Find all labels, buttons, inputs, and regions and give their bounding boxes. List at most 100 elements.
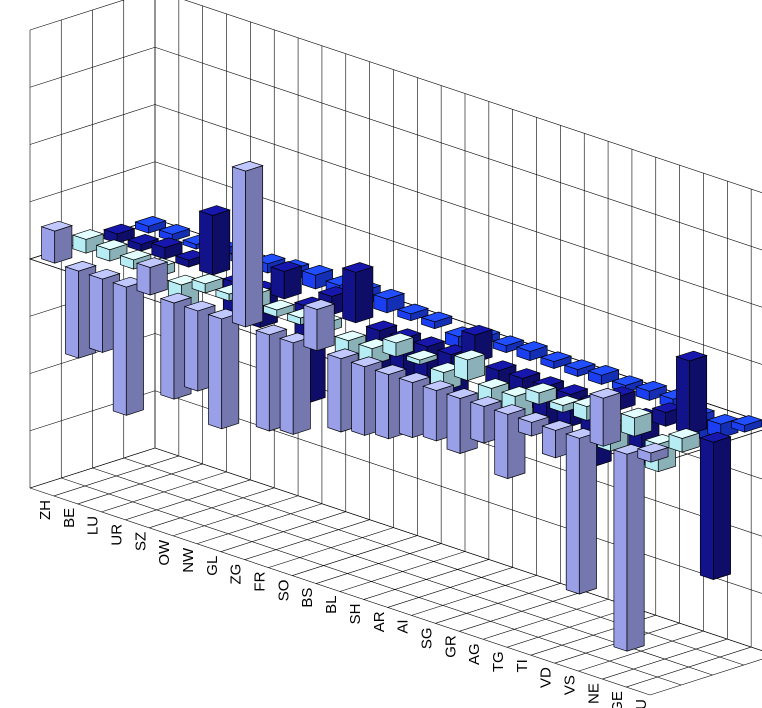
bar-front-face	[270, 266, 285, 300]
bar-SO-s3	[341, 262, 375, 324]
bar-BS-s1	[302, 299, 336, 352]
bar-JU-s3	[699, 431, 732, 581]
bar-front-face	[199, 210, 213, 276]
bar-top-face	[460, 324, 494, 336]
category-label-TI: TI	[514, 659, 531, 672]
bar-front-face	[255, 329, 270, 432]
bar-top-face	[539, 351, 573, 362]
bar-top-face	[134, 216, 167, 227]
bar-ZH-s1	[40, 220, 74, 264]
bar-top-face	[40, 220, 74, 232]
bar-top-face	[611, 375, 644, 386]
bar-top-face	[126, 234, 160, 245]
bar-top-face	[71, 229, 105, 240]
bar-SG-s2	[453, 349, 486, 382]
bar-top-face	[515, 341, 549, 352]
bar-top-face	[484, 360, 518, 371]
bar-BE-s3	[126, 234, 160, 252]
bar-top-face	[556, 384, 589, 395]
back-wall-hline	[154, 46, 762, 251]
bar-top-face	[158, 224, 191, 235]
bar-top-face	[255, 324, 288, 336]
bar-top-face	[563, 359, 597, 370]
bar-side-face	[54, 225, 73, 264]
bar-front-face	[446, 393, 461, 454]
bar-top-face	[588, 387, 622, 399]
bar-top-face	[95, 239, 129, 251]
bar-front-face	[589, 393, 604, 447]
category-label-GR: GR	[442, 635, 459, 658]
bar-side-face	[689, 355, 708, 435]
bar-front-face	[565, 433, 580, 595]
bar-top-face	[102, 223, 136, 235]
bar-top-face	[398, 372, 431, 383]
bar-top-face	[183, 300, 217, 312]
category-label-VD: VD	[538, 667, 555, 688]
back-wall-hline	[154, 447, 762, 651]
category-label-SH: SH	[347, 604, 364, 625]
bar-top-face	[587, 365, 620, 376]
category-label-TG: TG	[490, 651, 507, 672]
side-wall-hline	[29, 161, 156, 203]
bar-side-face	[125, 281, 144, 416]
bar-top-face	[135, 257, 169, 268]
bar-top-face	[64, 260, 97, 272]
bar-side-face	[602, 392, 621, 447]
bar-JU-s2	[667, 428, 701, 453]
bar-SO-s4	[372, 288, 406, 314]
floor-line	[649, 658, 762, 696]
bar-OW-s2	[190, 273, 224, 294]
bar-ZH-s4	[134, 216, 167, 234]
bar-NE-s2	[620, 407, 653, 437]
side-wall-hline	[29, 0, 125, 31]
bar-ZG-s2	[262, 299, 296, 318]
category-label-NW: NW	[180, 547, 197, 573]
bar-top-face	[524, 382, 558, 394]
bar-top-face	[198, 205, 231, 216]
bar-ZH-s2	[71, 229, 105, 254]
category-label-ZG: ZG	[228, 564, 245, 585]
bar-side-face	[292, 336, 311, 435]
bar-JU-s4	[730, 415, 762, 433]
bar-front-face	[422, 385, 437, 442]
bar-side-face	[578, 432, 597, 595]
category-label-OW: OW	[156, 539, 173, 566]
bar-top-face	[190, 273, 224, 285]
bar-top-face	[453, 349, 486, 361]
bar-GL-s3	[269, 261, 303, 300]
bar-front-face	[112, 282, 127, 416]
bar-side-face	[713, 436, 731, 581]
floor-line	[29, 487, 651, 696]
bar-SO-s1	[278, 332, 312, 435]
bar-front-face	[160, 298, 175, 400]
bar-front-face	[184, 306, 199, 392]
bar-top-face	[374, 364, 407, 375]
bar-top-face	[634, 380, 668, 392]
bar-top-face	[301, 264, 334, 276]
bar-front-face	[676, 356, 690, 435]
category-label-BE: BE	[61, 508, 78, 528]
bar-SZ-s3	[198, 205, 231, 276]
bar-side-face	[355, 266, 374, 324]
bar-top-face	[491, 335, 525, 347]
floor-line	[92, 467, 713, 676]
category-label-BS: BS	[299, 588, 316, 608]
bar-top-face	[517, 412, 550, 423]
bar-JU-s1	[636, 442, 670, 463]
bar-top-face	[269, 261, 303, 272]
bar-NE-s1	[588, 387, 622, 447]
category-label-SZ: SZ	[132, 532, 149, 551]
category-label-LU: LU	[85, 516, 102, 535]
bar-top-face	[405, 349, 439, 361]
bar-top-face	[541, 420, 574, 431]
bar-BS-s4	[396, 303, 430, 322]
side-wall-hline	[29, 46, 156, 88]
category-label-AG: AG	[466, 643, 483, 665]
bar-top-face	[231, 160, 264, 172]
side-wall-hline	[29, 104, 156, 145]
bar-front-face	[303, 304, 318, 352]
bar-front-face	[65, 266, 79, 359]
bar-GL-s1	[207, 308, 240, 430]
